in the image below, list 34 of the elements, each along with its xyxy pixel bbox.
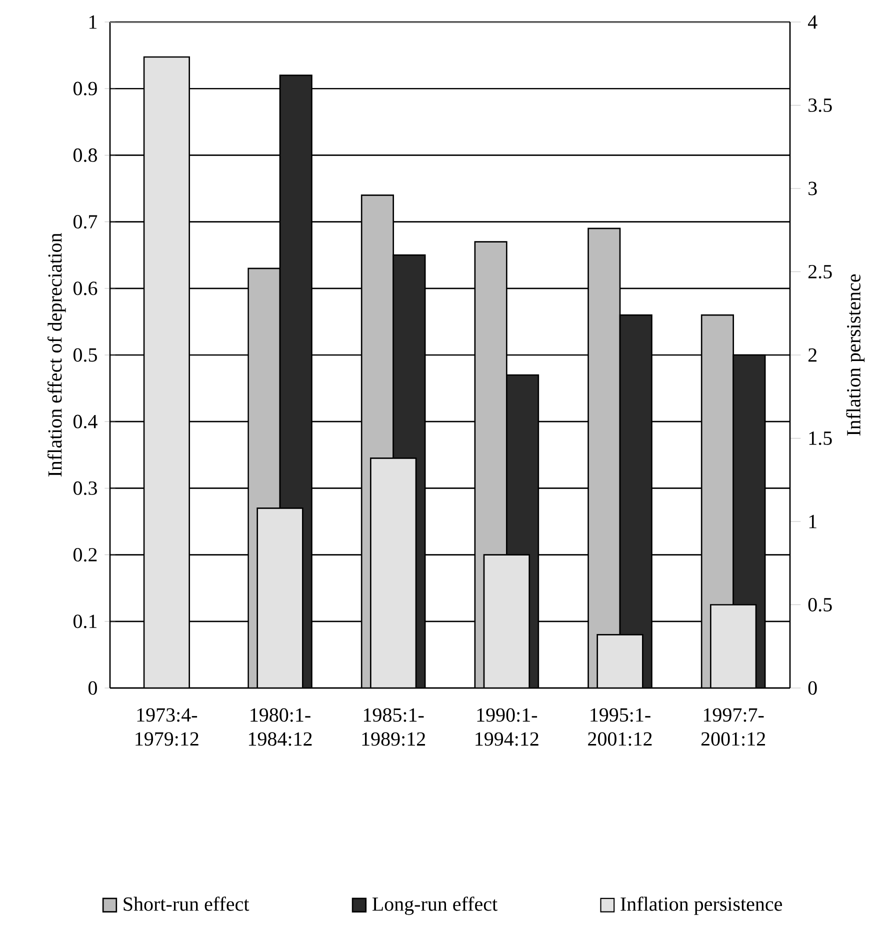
y2-tick-label: 2 [808,348,816,362]
y2-axis-title: Inflation persistence [846,274,865,436]
y-tick-label: 0.6 [73,282,98,296]
x-tick-label: 1995:1-2001:12 [588,708,652,746]
y-tick-label: 0.2 [73,548,97,562]
y-axis-title: Inflation effect of depreciation [47,233,66,477]
x-tick-label: 1985:1-1989:12 [362,708,425,746]
y-tick-label: 0.1 [73,614,97,628]
y2-tick-label: 0.5 [808,598,832,612]
y-tick-label: 0.5 [73,348,97,362]
y2-tick-label: 0 [808,681,817,695]
legend-label: Short-run effect [124,896,250,911]
y-tick-label: 1 [89,15,97,29]
y-tick-label: 0.8 [73,148,97,162]
x-tick-label: 1973:4-1979:12 [136,708,198,746]
y-tick-label: 0.4 [73,414,98,428]
bar [710,604,757,688]
y-tick-label: 0 [88,681,97,695]
y2-tick-label: 4 [808,15,818,29]
y2-tick-label: 2.5 [808,264,832,279]
y2-tick-label: 1.5 [809,432,832,445]
y-tick-label: 0.3 [73,481,97,495]
y2-tick-label: 3 [808,182,817,196]
x-tick-label: 1980:1-1984:12 [248,708,312,746]
x-tick-label: 1990:1-1994:12 [476,708,538,746]
y-tick-label: 0.9 [73,82,97,96]
y2-tick-label: 1 [809,514,816,528]
legend-label: Inflation persistence [620,896,782,915]
x-tick-label: 1997:7-2001:12 [701,708,765,746]
bar [143,56,190,688]
bar [596,634,644,688]
y2-tick-label: 3.5 [808,98,832,112]
legend-label: Long-run effect [372,896,498,915]
y-tick-label: 0.7 [73,215,98,229]
